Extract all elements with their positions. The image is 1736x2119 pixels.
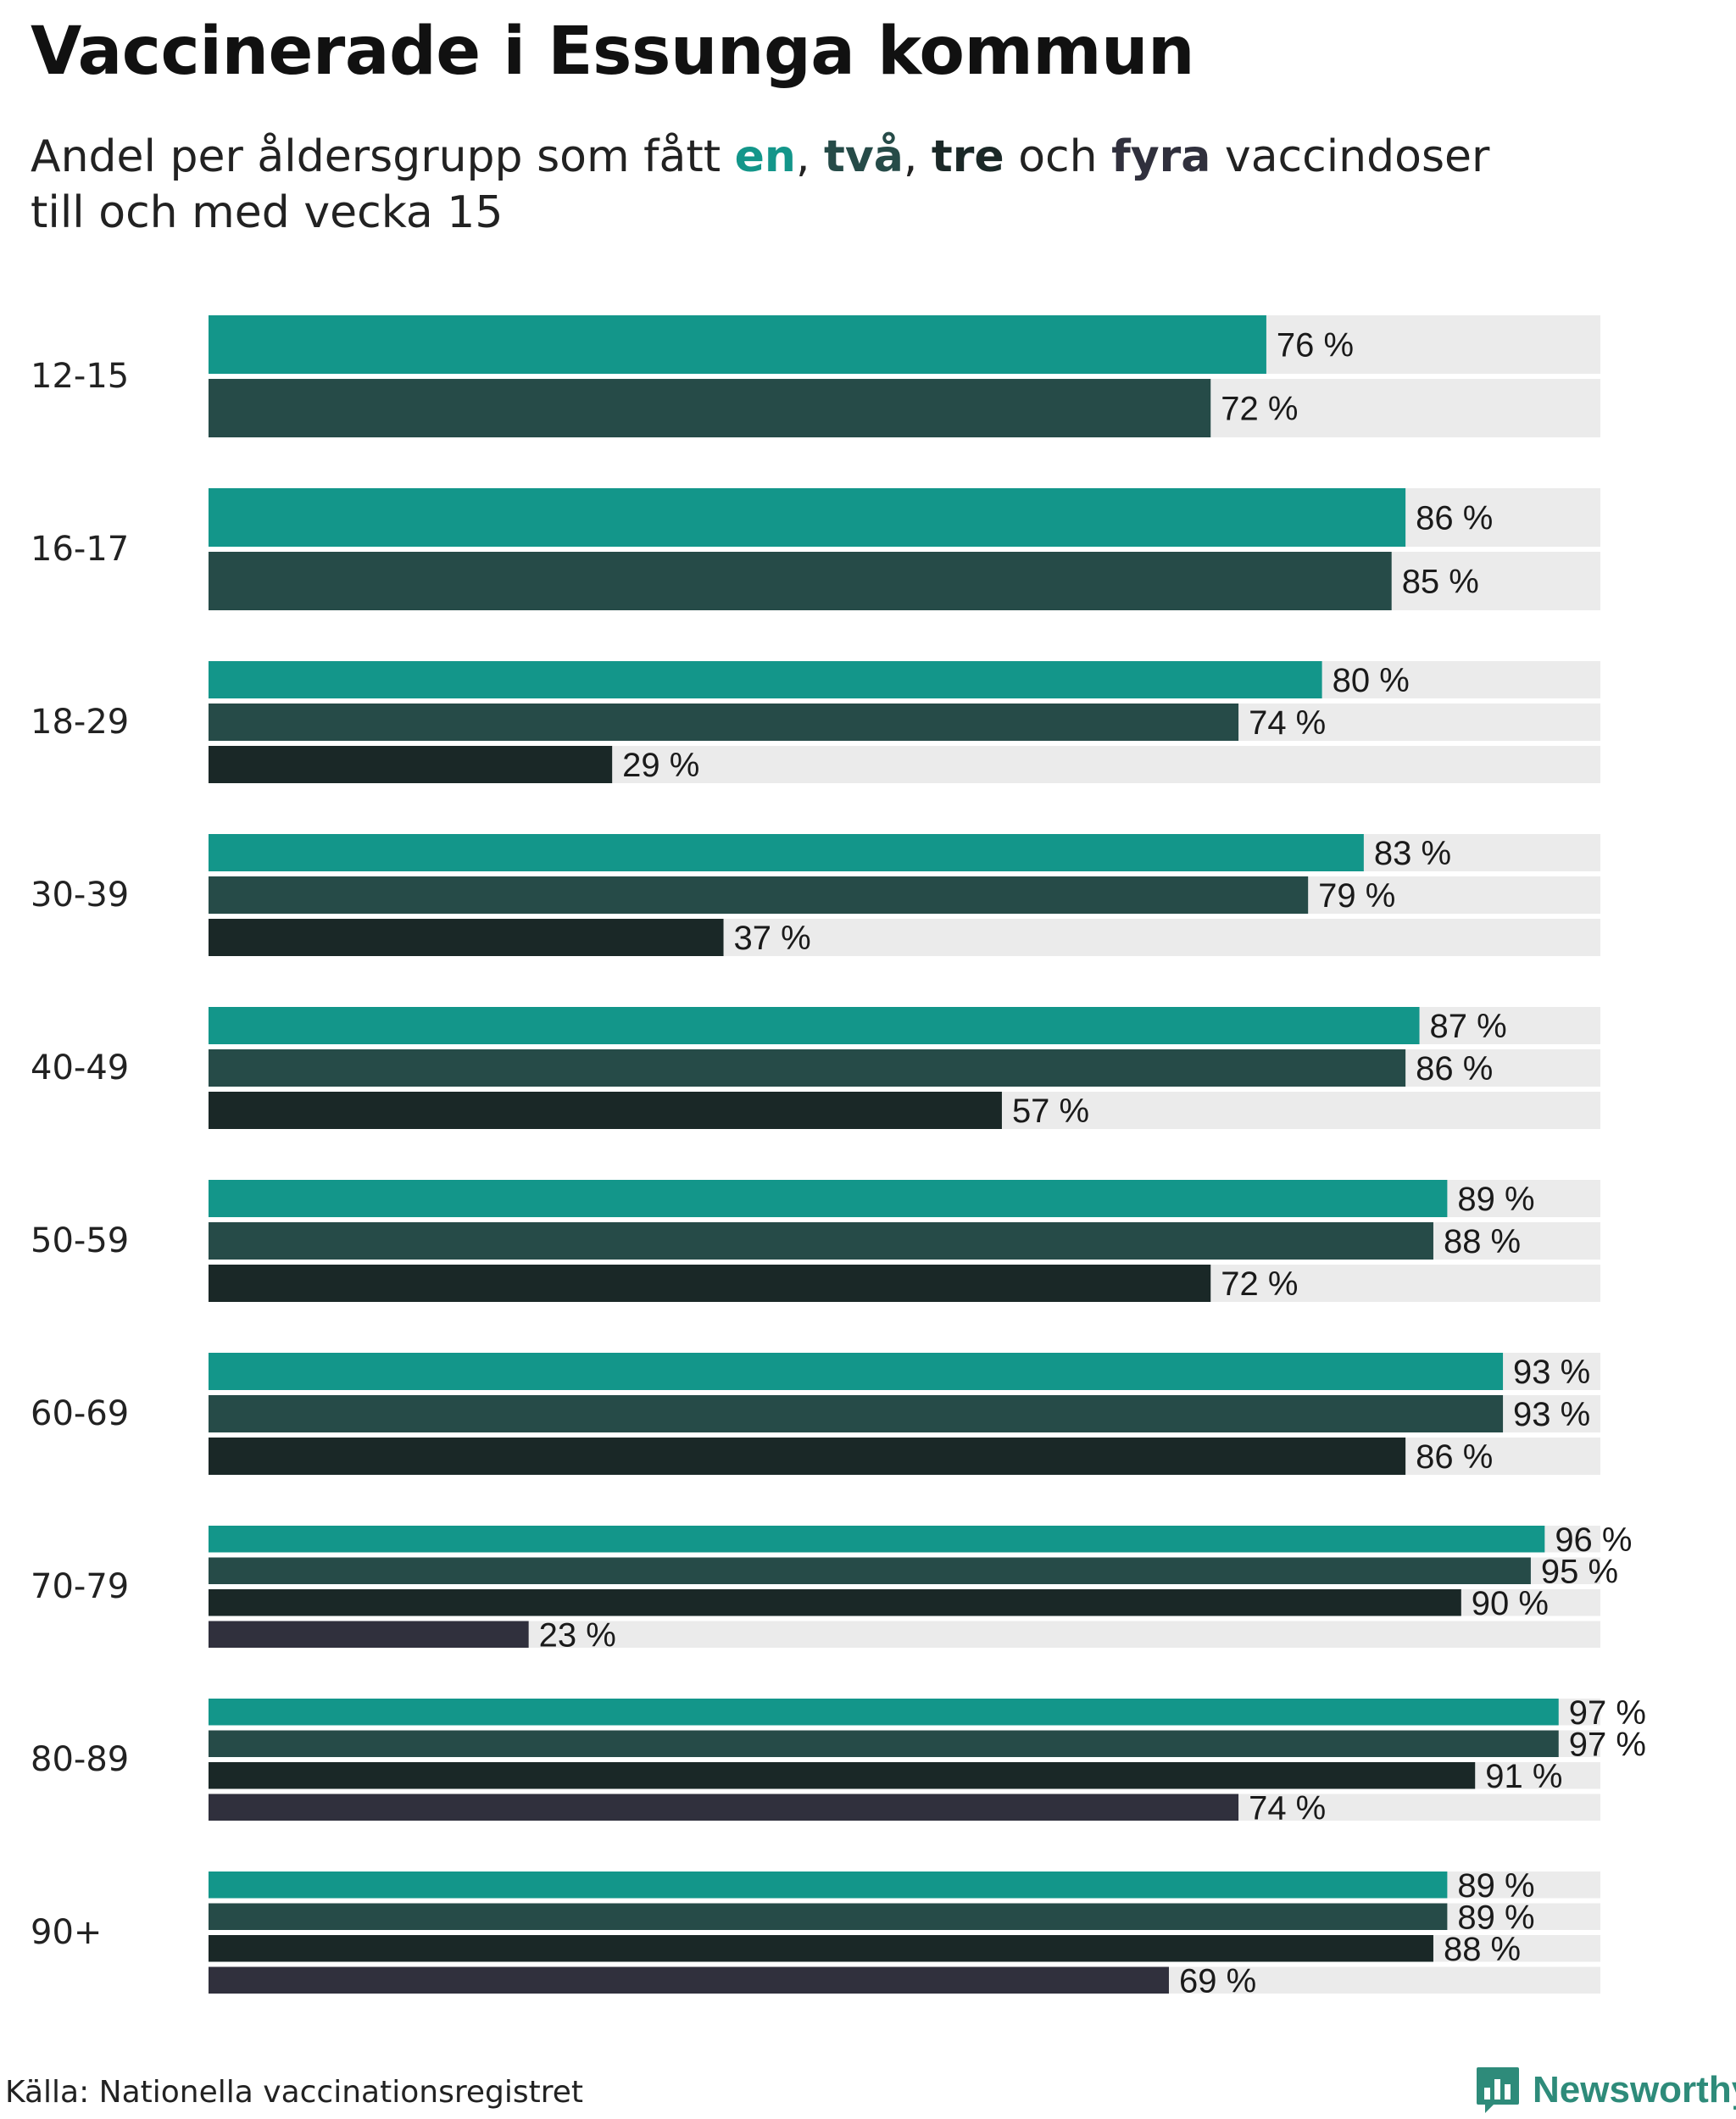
subtitle-separator: , <box>795 131 825 182</box>
subtitle-dose-one: en <box>734 131 796 182</box>
bar-dose-four <box>209 1621 529 1648</box>
bar-dose-one <box>209 661 1322 698</box>
newsworthy-bar-chart-icon <box>1477 2067 1519 2113</box>
value-label-dose-one: 96 % <box>1555 1521 1632 1559</box>
bar-dose-three <box>209 1438 1406 1475</box>
value-label-dose-three: 90 % <box>1472 1585 1549 1622</box>
value-label-dose-four: 69 % <box>1179 1962 1256 1999</box>
value-label-dose-four: 74 % <box>1249 1789 1326 1827</box>
bar-dose-two <box>209 1903 1448 1930</box>
bar-dose-one <box>209 315 1266 374</box>
chart-subtitle: Andel per åldersgrupp som fått en, två, … <box>31 129 1641 241</box>
age-group-label: 18-29 <box>31 703 129 742</box>
value-label-dose-one: 83 % <box>1374 835 1451 872</box>
age-group-label: 60-69 <box>31 1394 129 1433</box>
value-label-dose-three: 91 % <box>1485 1758 1562 1795</box>
newsworthy-logo: Newsworthy <box>1475 2063 1736 2117</box>
bar-dose-one <box>209 1007 1420 1044</box>
chart-title: Vaccinerade i Essunga kommun <box>31 14 1195 90</box>
bar-dose-one <box>209 1353 1504 1390</box>
bar-dose-one <box>209 1180 1448 1217</box>
bar-dose-one <box>209 834 1364 871</box>
bar-dose-three <box>209 1935 1433 1962</box>
value-label-dose-three: 57 % <box>1012 1093 1089 1130</box>
subtitle-separator: , <box>903 131 932 182</box>
value-label-dose-one: 97 % <box>1569 1694 1646 1732</box>
age-group-label: 30-39 <box>31 876 129 915</box>
bar-dose-three <box>209 1589 1461 1616</box>
logo-text: Newsworthy <box>1533 2069 1736 2111</box>
bar-dose-two <box>209 552 1392 610</box>
age-group-label: 50-59 <box>31 1221 129 1260</box>
bar-dose-three <box>209 1762 1476 1789</box>
bar-dose-one <box>209 488 1406 547</box>
bar-dose-one <box>209 1699 1559 1726</box>
value-label-dose-three: 72 % <box>1221 1265 1298 1303</box>
value-label-dose-one: 80 % <box>1333 662 1410 699</box>
value-label-dose-two: 88 % <box>1444 1223 1521 1260</box>
value-label-dose-two: 89 % <box>1457 1899 1534 1936</box>
bar-dose-four <box>209 1794 1239 1821</box>
bar-dose-two <box>209 1049 1406 1087</box>
bar-dose-one <box>209 1526 1545 1553</box>
value-label-dose-three: 86 % <box>1416 1438 1493 1476</box>
subtitle-text-mid: och <box>1004 131 1112 182</box>
age-group-label: 12-15 <box>31 357 129 396</box>
age-group-label: 40-49 <box>31 1048 129 1087</box>
value-label-dose-two: 97 % <box>1569 1726 1646 1763</box>
age-group-label: 80-89 <box>31 1740 129 1779</box>
bar-dose-two <box>209 379 1211 437</box>
subtitle-dose-four: fyra <box>1111 131 1211 182</box>
bar-dose-three <box>209 1092 1002 1129</box>
bar-dose-three <box>209 919 724 956</box>
value-label-dose-two: 93 % <box>1513 1396 1590 1433</box>
bar-dose-two <box>209 1222 1433 1260</box>
bar-dose-four <box>209 1966 1169 1994</box>
subtitle-line-two: till och med vecka 15 <box>31 187 504 238</box>
value-label-dose-two: 86 % <box>1416 1050 1493 1087</box>
subtitle-dose-two: två <box>824 131 904 182</box>
subtitle-text-after: vaccindoser <box>1210 131 1490 182</box>
age-group-label: 16-17 <box>31 530 129 569</box>
age-group-label: 70-79 <box>31 1567 129 1606</box>
age-group-label: 90+ <box>31 1913 102 1952</box>
subtitle-dose-three: tre <box>931 131 1004 182</box>
bar-dose-two <box>209 704 1239 741</box>
value-label-dose-three: 29 % <box>622 747 699 784</box>
bar-dose-two <box>209 1395 1504 1432</box>
value-label-dose-two: 85 % <box>1402 564 1479 601</box>
value-label-dose-one: 87 % <box>1430 1008 1507 1045</box>
bar-dose-three <box>209 746 613 783</box>
value-label-dose-three: 37 % <box>734 920 811 957</box>
value-label-dose-four: 23 % <box>539 1616 616 1654</box>
subtitle-text-before: Andel per åldersgrupp som fått <box>31 131 735 182</box>
bar-dose-two <box>209 1730 1559 1757</box>
value-label-dose-three: 88 % <box>1444 1931 1521 1968</box>
bar-dose-two <box>209 1557 1531 1584</box>
bar-dose-three <box>209 1265 1211 1302</box>
value-label-dose-two: 95 % <box>1541 1553 1618 1590</box>
value-label-dose-one: 93 % <box>1513 1354 1590 1391</box>
value-label-dose-two: 72 % <box>1221 391 1298 428</box>
value-label-dose-one: 86 % <box>1416 500 1493 537</box>
source-note: Källa: Nationella vaccinationsregistret <box>5 2075 583 2110</box>
value-label-dose-one: 89 % <box>1457 1181 1534 1218</box>
value-label-dose-one: 76 % <box>1277 327 1354 364</box>
bar-dose-one <box>209 1872 1448 1899</box>
value-label-dose-two: 79 % <box>1318 877 1395 915</box>
value-label-dose-one: 89 % <box>1457 1867 1534 1905</box>
bar-dose-two <box>209 876 1309 914</box>
value-label-dose-two: 74 % <box>1249 704 1326 742</box>
